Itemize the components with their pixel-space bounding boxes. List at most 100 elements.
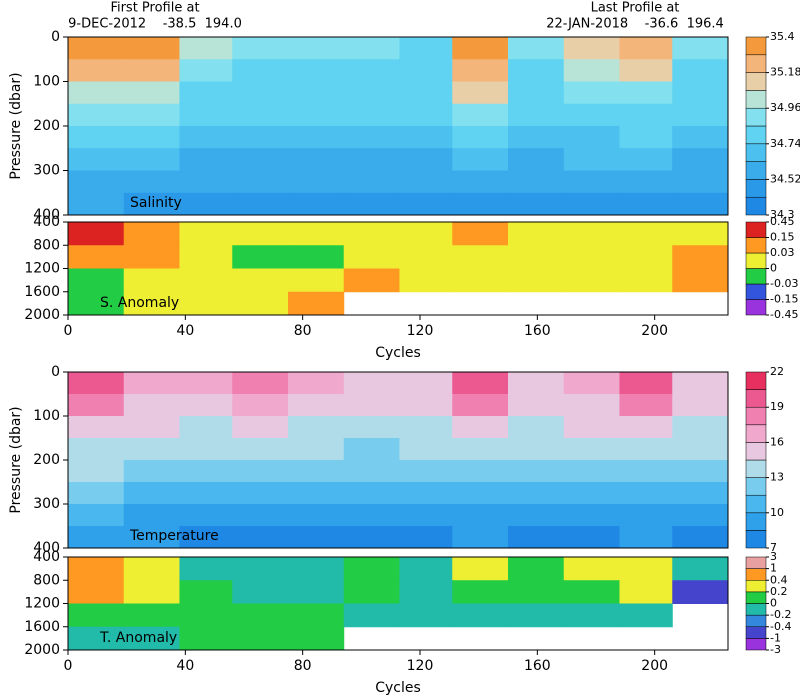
- cell: [288, 59, 345, 82]
- cell: [179, 394, 233, 417]
- cell: [232, 245, 289, 269]
- cell: [343, 222, 400, 246]
- cell: [343, 603, 400, 628]
- colorbar-band: [745, 54, 767, 73]
- cell: [123, 416, 180, 439]
- cell: [672, 416, 729, 439]
- cell: [232, 126, 289, 149]
- cell: [399, 170, 453, 194]
- cell: [452, 192, 509, 216]
- cell: [672, 148, 729, 171]
- cell: [179, 482, 233, 505]
- cell: [399, 603, 453, 628]
- cell: [619, 170, 673, 194]
- cell: [232, 222, 289, 246]
- cell: [232, 504, 289, 527]
- cell: [508, 192, 565, 216]
- cell: [68, 460, 125, 483]
- cell: [179, 268, 233, 293]
- cell: [232, 291, 289, 316]
- colorbar-label: 10: [770, 506, 784, 519]
- cell: [452, 81, 509, 105]
- y-tick-label: 1600: [24, 284, 60, 300]
- cell: [399, 81, 453, 105]
- x-tick-label: 0: [64, 658, 73, 674]
- x-tick-label: 40: [176, 658, 194, 674]
- cell: [452, 59, 509, 82]
- cell: [619, 103, 673, 127]
- y-tick-label: 2000: [24, 307, 60, 323]
- cell: [399, 580, 453, 604]
- cell: [68, 103, 125, 127]
- cell: [288, 81, 345, 105]
- cell: [68, 81, 125, 105]
- colorbar-band: [745, 512, 767, 531]
- cell: [288, 460, 345, 483]
- cell: [399, 268, 453, 293]
- y-tick-label: 400: [33, 549, 60, 565]
- cell: [232, 103, 289, 127]
- cell: [508, 37, 565, 60]
- cell: [343, 81, 400, 105]
- cell: [288, 482, 345, 505]
- x-tick-label: 160: [524, 658, 551, 674]
- y-tick-label: 200: [33, 452, 60, 468]
- cell: [232, 580, 289, 604]
- x-tick-label: 0: [64, 323, 73, 339]
- cell: [68, 268, 125, 293]
- colorbar-band: [745, 556, 767, 569]
- cell: [179, 626, 233, 651]
- cell: [452, 603, 509, 628]
- cell: [68, 557, 125, 581]
- colorbar-label: 34.3: [770, 208, 795, 221]
- cell: [179, 416, 233, 439]
- colorbar-label: 3: [770, 550, 777, 563]
- cell: [68, 482, 125, 505]
- colorbar-band: [745, 196, 767, 216]
- cell: [68, 291, 125, 316]
- cell: [123, 81, 180, 105]
- y-tick-label: 300: [33, 496, 60, 512]
- cell: [68, 580, 125, 604]
- colorbar-band: [745, 107, 767, 127]
- cell: [179, 126, 233, 149]
- cell: [619, 416, 673, 439]
- panel-label: S. Anomaly: [100, 295, 179, 311]
- colorbar-band: [745, 580, 767, 593]
- x-axis-label: Cycles: [375, 345, 421, 361]
- cell: [508, 126, 565, 149]
- cell: [563, 81, 620, 105]
- cell: [288, 291, 345, 316]
- cell: [179, 580, 233, 604]
- cell: [68, 192, 125, 216]
- cell: [123, 126, 180, 149]
- cell: [452, 103, 509, 127]
- cell: [563, 268, 620, 293]
- colorbar-band: [745, 371, 767, 390]
- colorbar-band: [745, 626, 767, 639]
- cell: [508, 81, 565, 105]
- cell: [288, 372, 345, 395]
- cell: [68, 372, 125, 395]
- cell: [343, 148, 400, 171]
- cell: [563, 460, 620, 483]
- cell: [619, 37, 673, 60]
- cell: [508, 372, 565, 395]
- cell: [179, 504, 233, 527]
- y-tick-label: 0: [51, 29, 60, 45]
- colorbar-label: -1: [770, 631, 781, 644]
- cell: [123, 526, 180, 549]
- cell: [232, 482, 289, 505]
- cell: [123, 394, 180, 417]
- cell: [619, 603, 673, 628]
- colorbar-label: 35.4: [770, 30, 795, 43]
- cell: [232, 557, 289, 581]
- cell: [179, 438, 233, 461]
- cell: [672, 268, 729, 293]
- colorbar-band: [745, 179, 767, 198]
- cell: [232, 460, 289, 483]
- cell: [68, 526, 125, 549]
- y-tick-label: 400: [33, 214, 60, 230]
- y-tick-label: 800: [33, 237, 60, 253]
